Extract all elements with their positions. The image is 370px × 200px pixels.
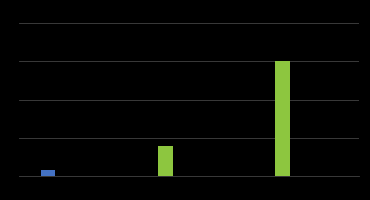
Bar bbox=[40, 171, 55, 176]
Bar bbox=[275, 62, 290, 176]
Bar bbox=[158, 146, 172, 176]
